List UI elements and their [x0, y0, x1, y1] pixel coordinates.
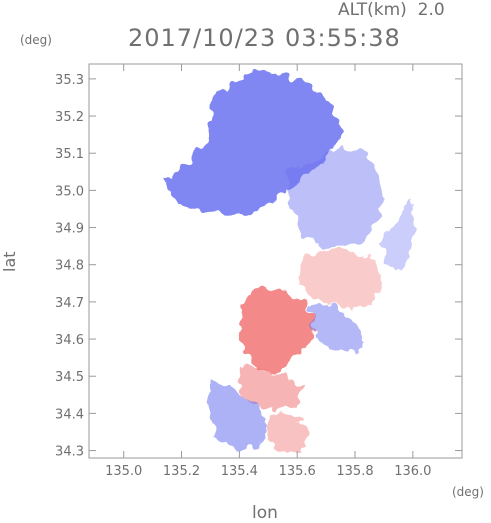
- y-tick-label: 35.3: [55, 73, 84, 88]
- y-tick-label: 34.7: [55, 296, 84, 311]
- plot-border: [88, 63, 463, 459]
- plot-frame: [88, 63, 463, 459]
- timestamp-title: 2017/10/23 03:55:38: [128, 24, 401, 52]
- x-tick-label: 135.6: [279, 464, 316, 479]
- region-approaching-7: [207, 379, 269, 451]
- velocity-regions: [164, 71, 416, 451]
- region-receding-2: [297, 249, 384, 310]
- altitude-value: 2.0: [417, 0, 445, 20]
- y-tick-label: 34.6: [55, 333, 84, 348]
- region-receding-8: [268, 413, 309, 451]
- x-tick-label: 135.8: [336, 464, 373, 479]
- region-approaching-3: [378, 197, 416, 273]
- region-receding-4: [239, 287, 315, 373]
- x-axis-label: lon: [252, 503, 278, 523]
- y-tick-label: 34.5: [55, 370, 84, 385]
- y-tick-label: 34.8: [55, 259, 84, 274]
- lat-unit-label: (deg): [20, 33, 52, 47]
- lon-unit-label: (deg): [452, 485, 484, 499]
- x-tick-label: 135.2: [163, 464, 200, 479]
- y-tick-label: 34.9: [55, 222, 84, 237]
- y-tick-label: 34.3: [55, 445, 84, 460]
- altitude-label: ALT(km) 2.0: [338, 0, 445, 20]
- region-approaching-1: [285, 145, 384, 250]
- axis-ticks: 135.0 135.2 135.4 135.6 135.8 136.0 34.3 34.4 34…: [55, 64, 462, 479]
- region-receding-6: [239, 365, 303, 410]
- x-tick-label: 135.0: [105, 464, 142, 479]
- y-tick-label: 35.1: [55, 147, 84, 162]
- y-tick-label: 35.0: [55, 184, 84, 199]
- radar-blank-circle: [258, 245, 290, 277]
- y-tick-label: 34.4: [55, 407, 84, 422]
- region-approaching-5: [308, 305, 367, 354]
- x-tick-label: 136.0: [394, 464, 431, 479]
- x-tick-label: 135.4: [221, 464, 258, 479]
- y-tick-label: 35.2: [55, 110, 84, 125]
